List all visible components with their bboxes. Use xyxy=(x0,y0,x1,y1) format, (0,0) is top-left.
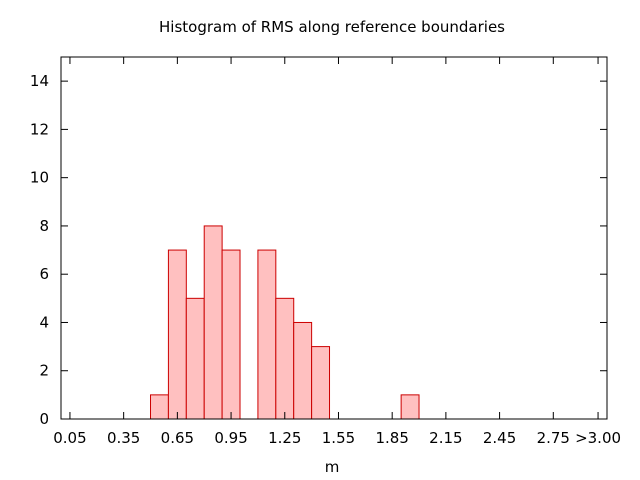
x-tick-label-9: 2.75 xyxy=(537,429,570,447)
histogram-bar-2 xyxy=(185,297,205,420)
plot-frame xyxy=(60,56,608,420)
histogram-bar-10 xyxy=(400,394,420,420)
histogram-bar-4 xyxy=(221,249,241,420)
x-tick-label-10: >3.00 xyxy=(575,429,621,447)
y-tick-label-4: 8 xyxy=(39,217,49,235)
x-axis-label: m xyxy=(325,458,340,476)
histogram-bar-1 xyxy=(167,249,187,420)
x-tick-label-6: 1.85 xyxy=(375,429,408,447)
y-tick-label-6: 12 xyxy=(30,120,49,138)
x-tick-label-5: 1.55 xyxy=(322,429,355,447)
bars-group xyxy=(150,225,420,420)
x-tick-label-1: 0.35 xyxy=(107,429,140,447)
histogram-bar-0 xyxy=(150,394,169,420)
histogram-bar-8 xyxy=(293,321,313,420)
histogram-bar-3 xyxy=(203,225,223,420)
y-tick-label-1: 2 xyxy=(39,362,49,380)
x-tick-label-3: 0.95 xyxy=(214,429,247,447)
y-axis: 0 2 4 6 8 10 12 14 xyxy=(30,72,607,428)
histogram-bar-6 xyxy=(257,249,277,420)
y-tick-label-2: 4 xyxy=(39,313,49,331)
x-tick-label-8: 2.45 xyxy=(483,429,516,447)
x-axis: 0.05 0.35 0.65 0.95 1.25 1.55 1.85 2.15 2.45 2.75… xyxy=(53,57,621,447)
y-tick-label-3: 6 xyxy=(39,265,49,283)
x-tick-label-4: 1.25 xyxy=(268,429,301,447)
histogram-bar-7 xyxy=(275,297,295,420)
x-tick-label-7: 2.15 xyxy=(429,429,462,447)
x-tick-label-2: 0.65 xyxy=(161,429,194,447)
y-tick-label-5: 10 xyxy=(30,169,49,187)
x-tick-label-0: 0.05 xyxy=(53,429,86,447)
chart-title: Histogram of RMS along reference boundar… xyxy=(159,18,505,36)
y-tick-label-0: 0 xyxy=(39,410,49,428)
y-tick-label-7: 14 xyxy=(30,72,49,90)
histogram-bar-9 xyxy=(311,346,331,420)
